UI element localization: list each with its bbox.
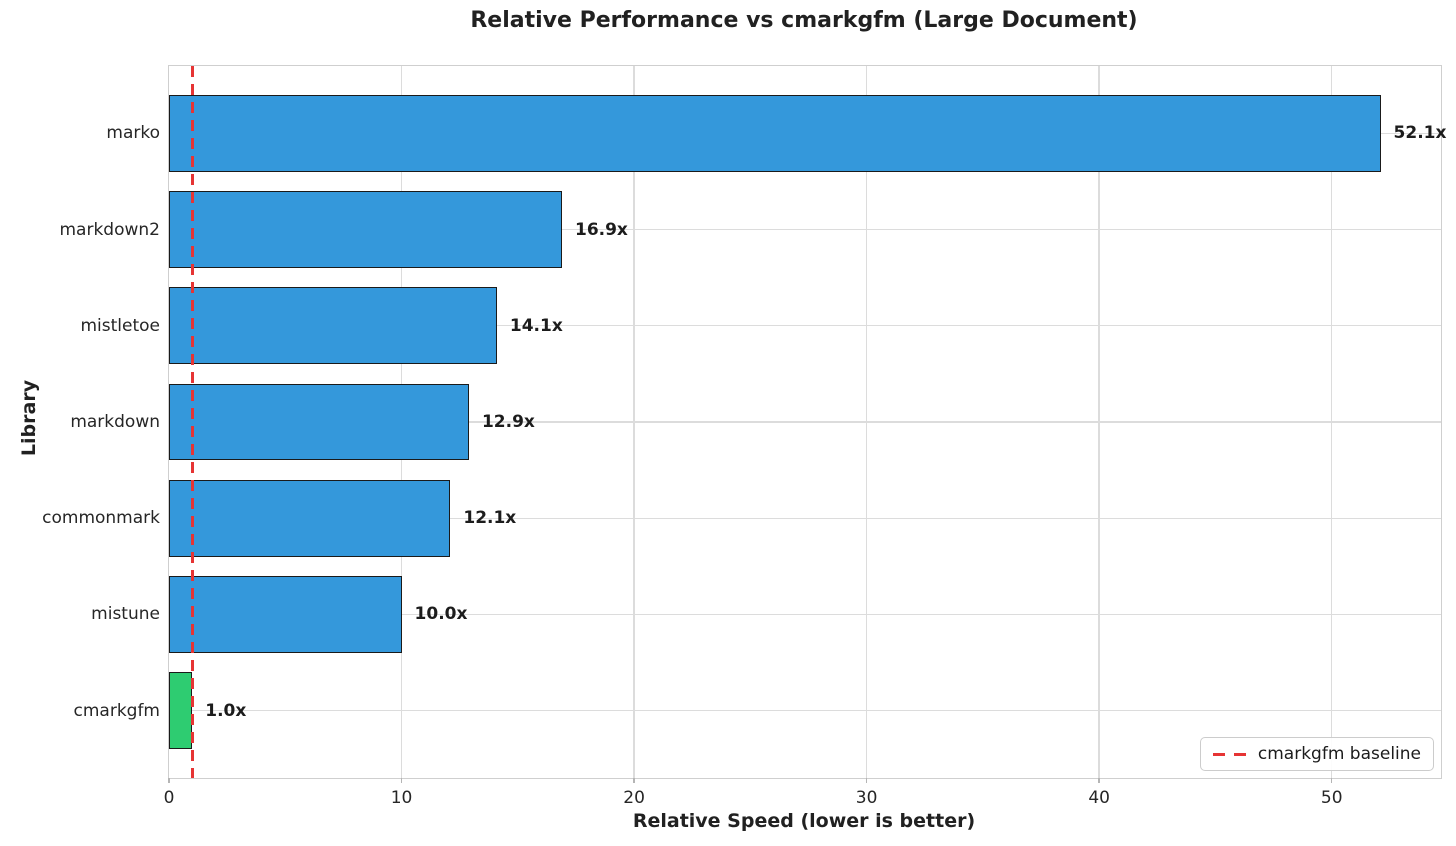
value-label-markdown: 12.9x: [481, 412, 535, 432]
bar-mistletoe: [169, 287, 497, 365]
y-gridline: [169, 228, 1441, 231]
value-label-mistune: 10.0x: [414, 604, 468, 625]
y-gridline: [169, 709, 1441, 712]
y-gridline: [169, 325, 1441, 327]
baseline-line: [190, 66, 194, 778]
y-axis-title: Library: [18, 379, 40, 457]
y-tick-label-mistune: mistune: [91, 604, 160, 625]
bar-cmarkgfm: [169, 672, 193, 750]
x-tick-label: 30: [855, 788, 878, 808]
value-label-mistletoe: 14.1x: [509, 315, 563, 336]
baseline-dash-swatch: [1212, 752, 1247, 756]
y-gridline: [169, 613, 1441, 616]
plot-area: cmarkgfm baseline 0 10 20 30 40 50 52.1x marko 1…: [42, 65, 1446, 808]
bar-mistune: [169, 575, 402, 653]
x-tick-label: 10: [390, 788, 413, 808]
x-tick-mark: [400, 778, 403, 783]
bar-marko: [169, 94, 1381, 172]
x-tick-label: 40: [1088, 788, 1110, 808]
value-label-commonmark: 12.1x: [463, 508, 517, 529]
legend: cmarkgfm baseline: [1199, 737, 1434, 771]
chart-title: Relative Performance vs cmarkgfm (Large …: [470, 8, 1138, 33]
x-tick-mark: [1331, 778, 1333, 783]
y-tick-label-commonmark: commonmark: [42, 508, 160, 529]
x-tick-mark: [865, 778, 868, 783]
value-label-marko: 52.1x: [1393, 123, 1447, 144]
x-tick-label: 20: [623, 788, 645, 808]
y-tick-label-markdown: markdown: [70, 412, 160, 432]
y-gridline: [169, 517, 1441, 519]
legend-label: cmarkgfm baseline: [1257, 744, 1421, 764]
x-tick-label: 0: [163, 788, 175, 808]
y-tick-label-mistletoe: mistletoe: [80, 315, 160, 336]
x-axis-title: Relative Speed (lower is better): [632, 810, 976, 832]
x-tick-mark: [1098, 778, 1100, 783]
value-label-markdown2: 16.9x: [574, 219, 628, 240]
x-tick-mark: [168, 778, 170, 783]
bar-markdown: [169, 383, 469, 461]
y-tick-label-marko: marko: [106, 123, 160, 144]
value-label-cmarkgfm: 1.0x: [205, 700, 247, 721]
y-gridline: [169, 421, 1441, 423]
bar-markdown2: [169, 191, 562, 269]
y-tick-label-cmarkgfm: cmarkgfm: [73, 700, 161, 721]
y-tick-label-markdown2: markdown2: [59, 219, 161, 240]
x-tick-mark: [633, 778, 635, 783]
x-tick-label: 50: [1320, 788, 1343, 808]
bar-commonmark: [169, 479, 451, 557]
